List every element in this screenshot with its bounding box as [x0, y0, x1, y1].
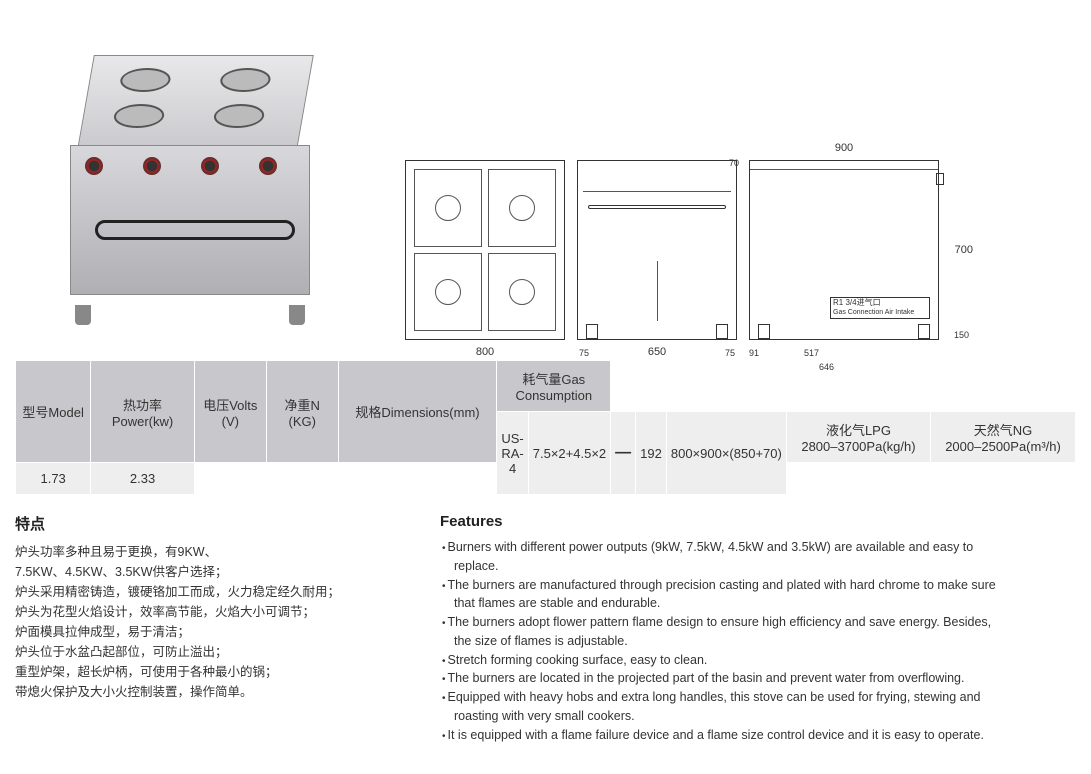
technical-drawings: 800 75 650 75 R1 3/4进气口 Gas Connectio: [405, 30, 1076, 340]
feature-cn-line: 炉头位于水盆凸起部位，可防止溢出；: [15, 642, 415, 662]
dim-top-width: 800: [476, 346, 494, 358]
spec-table: 型号Model 热功率Power(kw) 电压Volts (V) 净重N (KG…: [15, 360, 1076, 495]
dim-front-left: 75: [579, 348, 589, 358]
feature-en-item: The burners are located in the projected…: [440, 669, 1076, 688]
td-ng: 2.33: [91, 463, 195, 495]
feature-cn-line: 炉面模具拉伸成型，易于清洁；: [15, 622, 415, 642]
td-lpg: 1.73: [16, 463, 91, 495]
drawing-front-view: 75 650 75: [577, 160, 737, 340]
feature-en-sub: that flames are stable and endurable.: [440, 594, 1076, 613]
gas-label: R1 3/4进气口: [833, 298, 881, 307]
feature-en-item: The burners are manufactured through pre…: [440, 576, 1076, 595]
drawing-top-view: 800: [405, 160, 565, 340]
th-model: 型号Model: [16, 361, 91, 463]
feature-en-sub: replace.: [440, 557, 1076, 576]
feature-en-sub: roasting with very small cookers.: [440, 707, 1076, 726]
feature-cn-line: 炉头为花型火焰设计，效率高节能，火焰大小可调节；: [15, 602, 415, 622]
td-weight: 192: [636, 412, 667, 495]
feature-en-item: Equipped with heavy hobs and extra long …: [440, 688, 1076, 707]
product-photo: [15, 30, 375, 340]
dim-side-517: 517: [804, 348, 819, 358]
feature-cn-line: 7.5KW、4.5KW、3.5KW供客户选择；: [15, 562, 415, 582]
dim-side-top: 900: [835, 142, 853, 154]
feature-cn-line: 重型炉架，超长炉柄，可使用于各种最小的锅；: [15, 662, 415, 682]
feature-cn-line: 炉头功率多种且易于更换，有9KW、: [15, 542, 415, 562]
dim-side-70: 70: [729, 158, 739, 168]
th-gas: 耗气量Gas Consumption: [497, 361, 611, 412]
feature-en-item: It is equipped with a flame failure devi…: [440, 726, 1076, 745]
feature-en-sub: the size of flames is adjustable.: [440, 632, 1076, 651]
dim-side-700: 700: [955, 244, 973, 256]
drawing-side-view: R1 3/4进气口 Gas Connection Air Intake 900 …: [749, 160, 939, 340]
dim-front-main: 650: [648, 346, 666, 358]
dim-side-646: 646: [819, 362, 834, 372]
feature-en-item: The burners adopt flower pattern flame d…: [440, 613, 1076, 632]
features-section: 特点 炉头功率多种且易于更换，有9KW、7.5KW、4.5KW、3.5KW供客户…: [15, 513, 1076, 744]
dim-front-right: 75: [725, 348, 735, 358]
th-dims: 规格Dimensions(mm): [338, 361, 497, 463]
td-volts: —: [611, 412, 636, 495]
th-weight: 净重N (KG): [266, 361, 338, 463]
gas-sub: Gas Connection Air Intake: [833, 309, 914, 316]
dim-side-91: 91: [749, 348, 759, 358]
td-lpg-h: 液化气LPG 2800–3700Pa(kg/h): [786, 412, 930, 463]
feature-en-item: Burners with different power outputs (9k…: [440, 538, 1076, 557]
th-volts: 电压Volts (V): [194, 361, 266, 463]
features-cn: 特点 炉头功率多种且易于更换，有9KW、7.5KW、4.5KW、3.5KW供客户…: [15, 513, 415, 744]
top-image-row: 800 75 650 75 R1 3/4进气口 Gas Connectio: [15, 30, 1076, 340]
td-model: US-RA-4: [497, 412, 528, 495]
feature-en-item: Stretch forming cooking surface, easy to…: [440, 651, 1076, 670]
features-en: Features Burners with different power ou…: [440, 513, 1076, 744]
table-header-row: 型号Model 热功率Power(kw) 电压Volts (V) 净重N (KG…: [16, 361, 1076, 412]
feature-cn-line: 带熄火保护及大小火控制装置，操作简单。: [15, 682, 415, 702]
features-cn-heading: 特点: [15, 513, 415, 534]
td-ng-h: 天然气NG 2000–2500Pa(m³/h): [931, 412, 1076, 463]
feature-cn-line: 炉头采用精密铸造，镀硬铬加工而成，火力稳定经久耐用；: [15, 582, 415, 602]
td-dims: 800×900×(850+70): [666, 412, 786, 495]
features-cn-list: 炉头功率多种且易于更换，有9KW、7.5KW、4.5KW、3.5KW供客户选择；…: [15, 542, 415, 702]
th-power: 热功率Power(kw): [91, 361, 195, 463]
dim-side-150: 150: [954, 330, 969, 340]
td-power: 7.5×2+4.5×2: [528, 412, 610, 495]
features-en-list: Burners with different power outputs (9k…: [440, 538, 1076, 744]
features-en-heading: Features: [440, 513, 1076, 530]
